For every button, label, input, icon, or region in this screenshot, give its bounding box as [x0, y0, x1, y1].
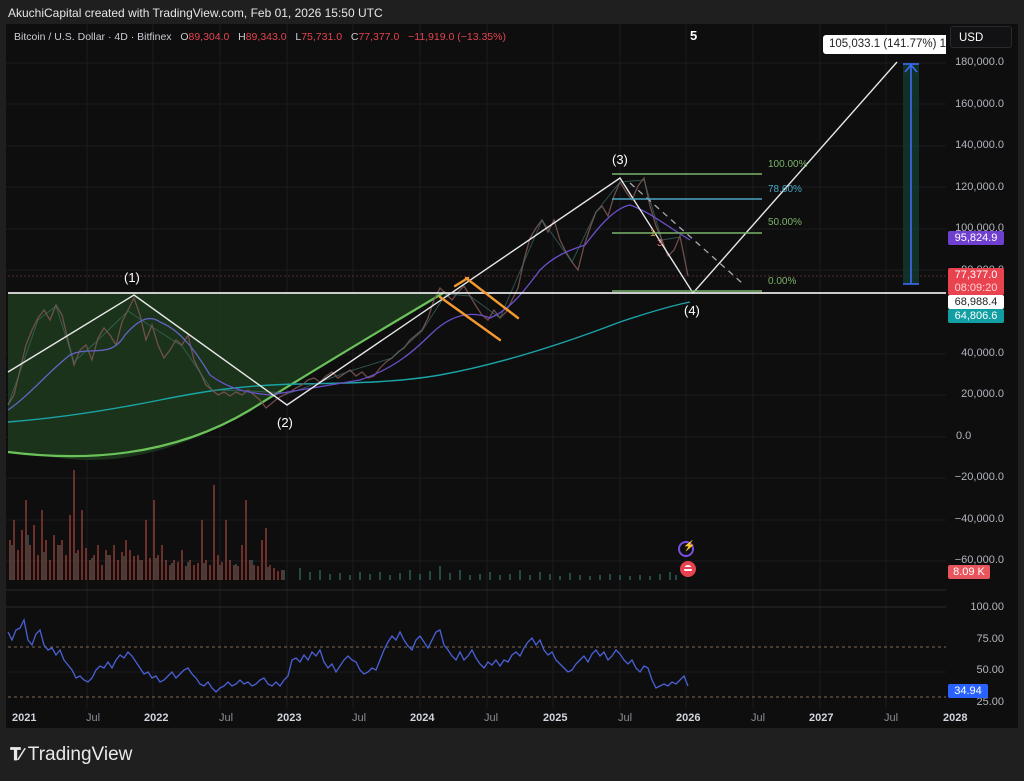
- tradingview-brand[interactable]: 𝐓∕ TradingView: [10, 744, 132, 766]
- currency-button[interactable]: USD: [950, 26, 1012, 48]
- rsi-tick: 75.00: [976, 633, 1004, 645]
- change-value: −11,919.0 (−13.35%): [408, 31, 506, 43]
- time-tick: Jul: [219, 712, 234, 724]
- price-tick: −40,000.0: [954, 513, 1004, 525]
- time-tick: 2025: [543, 712, 568, 724]
- countdown-badge: 08:09:20: [948, 281, 1004, 295]
- chart-credit: AkuchiCapital created with TradingView.c…: [8, 6, 383, 20]
- price-tick: 40,000.0: [961, 347, 1004, 359]
- brand-name: TradingView: [27, 744, 133, 765]
- ma-teal-badge: 64,806.6: [948, 309, 1004, 323]
- rsi-tick: 50.00: [976, 664, 1004, 676]
- wave-count-label: 5: [690, 28, 698, 43]
- time-tick: 2024: [410, 712, 435, 724]
- last-price-badge: 77,377.0: [948, 268, 1004, 282]
- wave-label-2: (2): [277, 415, 293, 430]
- time-tick: Jul: [484, 712, 499, 724]
- time-tick: 2027: [809, 712, 834, 724]
- wave-label-4: (4): [684, 303, 700, 318]
- open-value: 89,304.0: [188, 31, 230, 43]
- lightning-event-icon[interactable]: ⚡: [678, 541, 695, 557]
- time-tick: Jul: [751, 712, 766, 724]
- price-tick: 160,000.0: [955, 98, 1004, 110]
- us-flag-event-icon[interactable]: [680, 561, 696, 577]
- price-tick: 140,000.0: [955, 139, 1004, 151]
- fib-label-786: 78.60%: [768, 184, 802, 195]
- open-label: O: [180, 31, 189, 43]
- low-label: L: [295, 31, 302, 43]
- price-axis[interactable]: 180,000.0 160,000.0 140,000.0 120,000.0 …: [946, 24, 1018, 708]
- close-value: 77,377.0: [358, 31, 400, 43]
- time-tick: 2022: [144, 712, 169, 724]
- price-tick: 120,000.0: [955, 181, 1004, 193]
- wave-label-1: (1): [124, 270, 140, 285]
- rsi-tick: 100.00: [970, 601, 1004, 613]
- svg-text:1: 1: [650, 228, 656, 239]
- symbol-name: Bitcoin / U.S. Dollar · 4D · Bitfinex: [14, 31, 172, 43]
- rsi-tick: 25.00: [976, 696, 1004, 708]
- high-value: 89,343.0: [245, 31, 287, 43]
- symbol-legend: Bitcoin / U.S. Dollar · 4D · Bitfinex O8…: [14, 31, 506, 43]
- fib-label-0: 0.00%: [768, 276, 797, 287]
- wave-label-3: (3): [612, 152, 628, 167]
- time-tick: Jul: [86, 712, 101, 724]
- chart-canvas[interactable]: 1 3: [6, 24, 1018, 728]
- measure-tooltip: 105,033.1 (141.77%) 1: [823, 35, 949, 54]
- price-chart-svg: 1 3: [6, 24, 946, 708]
- price-tick: −20,000.0: [954, 471, 1004, 483]
- time-tick: 2023: [277, 712, 302, 724]
- time-tick: 2026: [676, 712, 701, 724]
- fib-label-100: 100.00%: [768, 159, 808, 170]
- rsi-badge: 34.94: [948, 684, 988, 698]
- low-value: 75,731.0: [301, 31, 343, 43]
- price-tick: −60,000.0: [954, 554, 1004, 566]
- time-tick: 2028: [943, 712, 968, 724]
- time-axis[interactable]: 2021 Jul 2022 Jul 2023 Jul 2024 Jul 2025…: [6, 708, 1018, 728]
- time-tick: Jul: [884, 712, 899, 724]
- fib-label-50: 50.00%: [768, 217, 802, 228]
- time-tick: 2021: [12, 712, 37, 724]
- price-tick: 180,000.0: [955, 56, 1004, 68]
- horizontal-line-badge: 68,988.4: [948, 295, 1004, 309]
- close-label: C: [350, 31, 359, 43]
- ma-purple-badge: 95,824.9: [948, 231, 1004, 245]
- price-tick: 20,000.0: [961, 388, 1004, 400]
- volume-badge: 8.09 K: [948, 565, 990, 579]
- svg-text:3: 3: [657, 238, 663, 249]
- time-tick: Jul: [352, 712, 367, 724]
- time-tick: Jul: [618, 712, 633, 724]
- price-tick: 0.0: [956, 430, 972, 442]
- high-label: H: [238, 31, 246, 43]
- tradingview-logo-icon: 𝐓∕: [10, 745, 23, 764]
